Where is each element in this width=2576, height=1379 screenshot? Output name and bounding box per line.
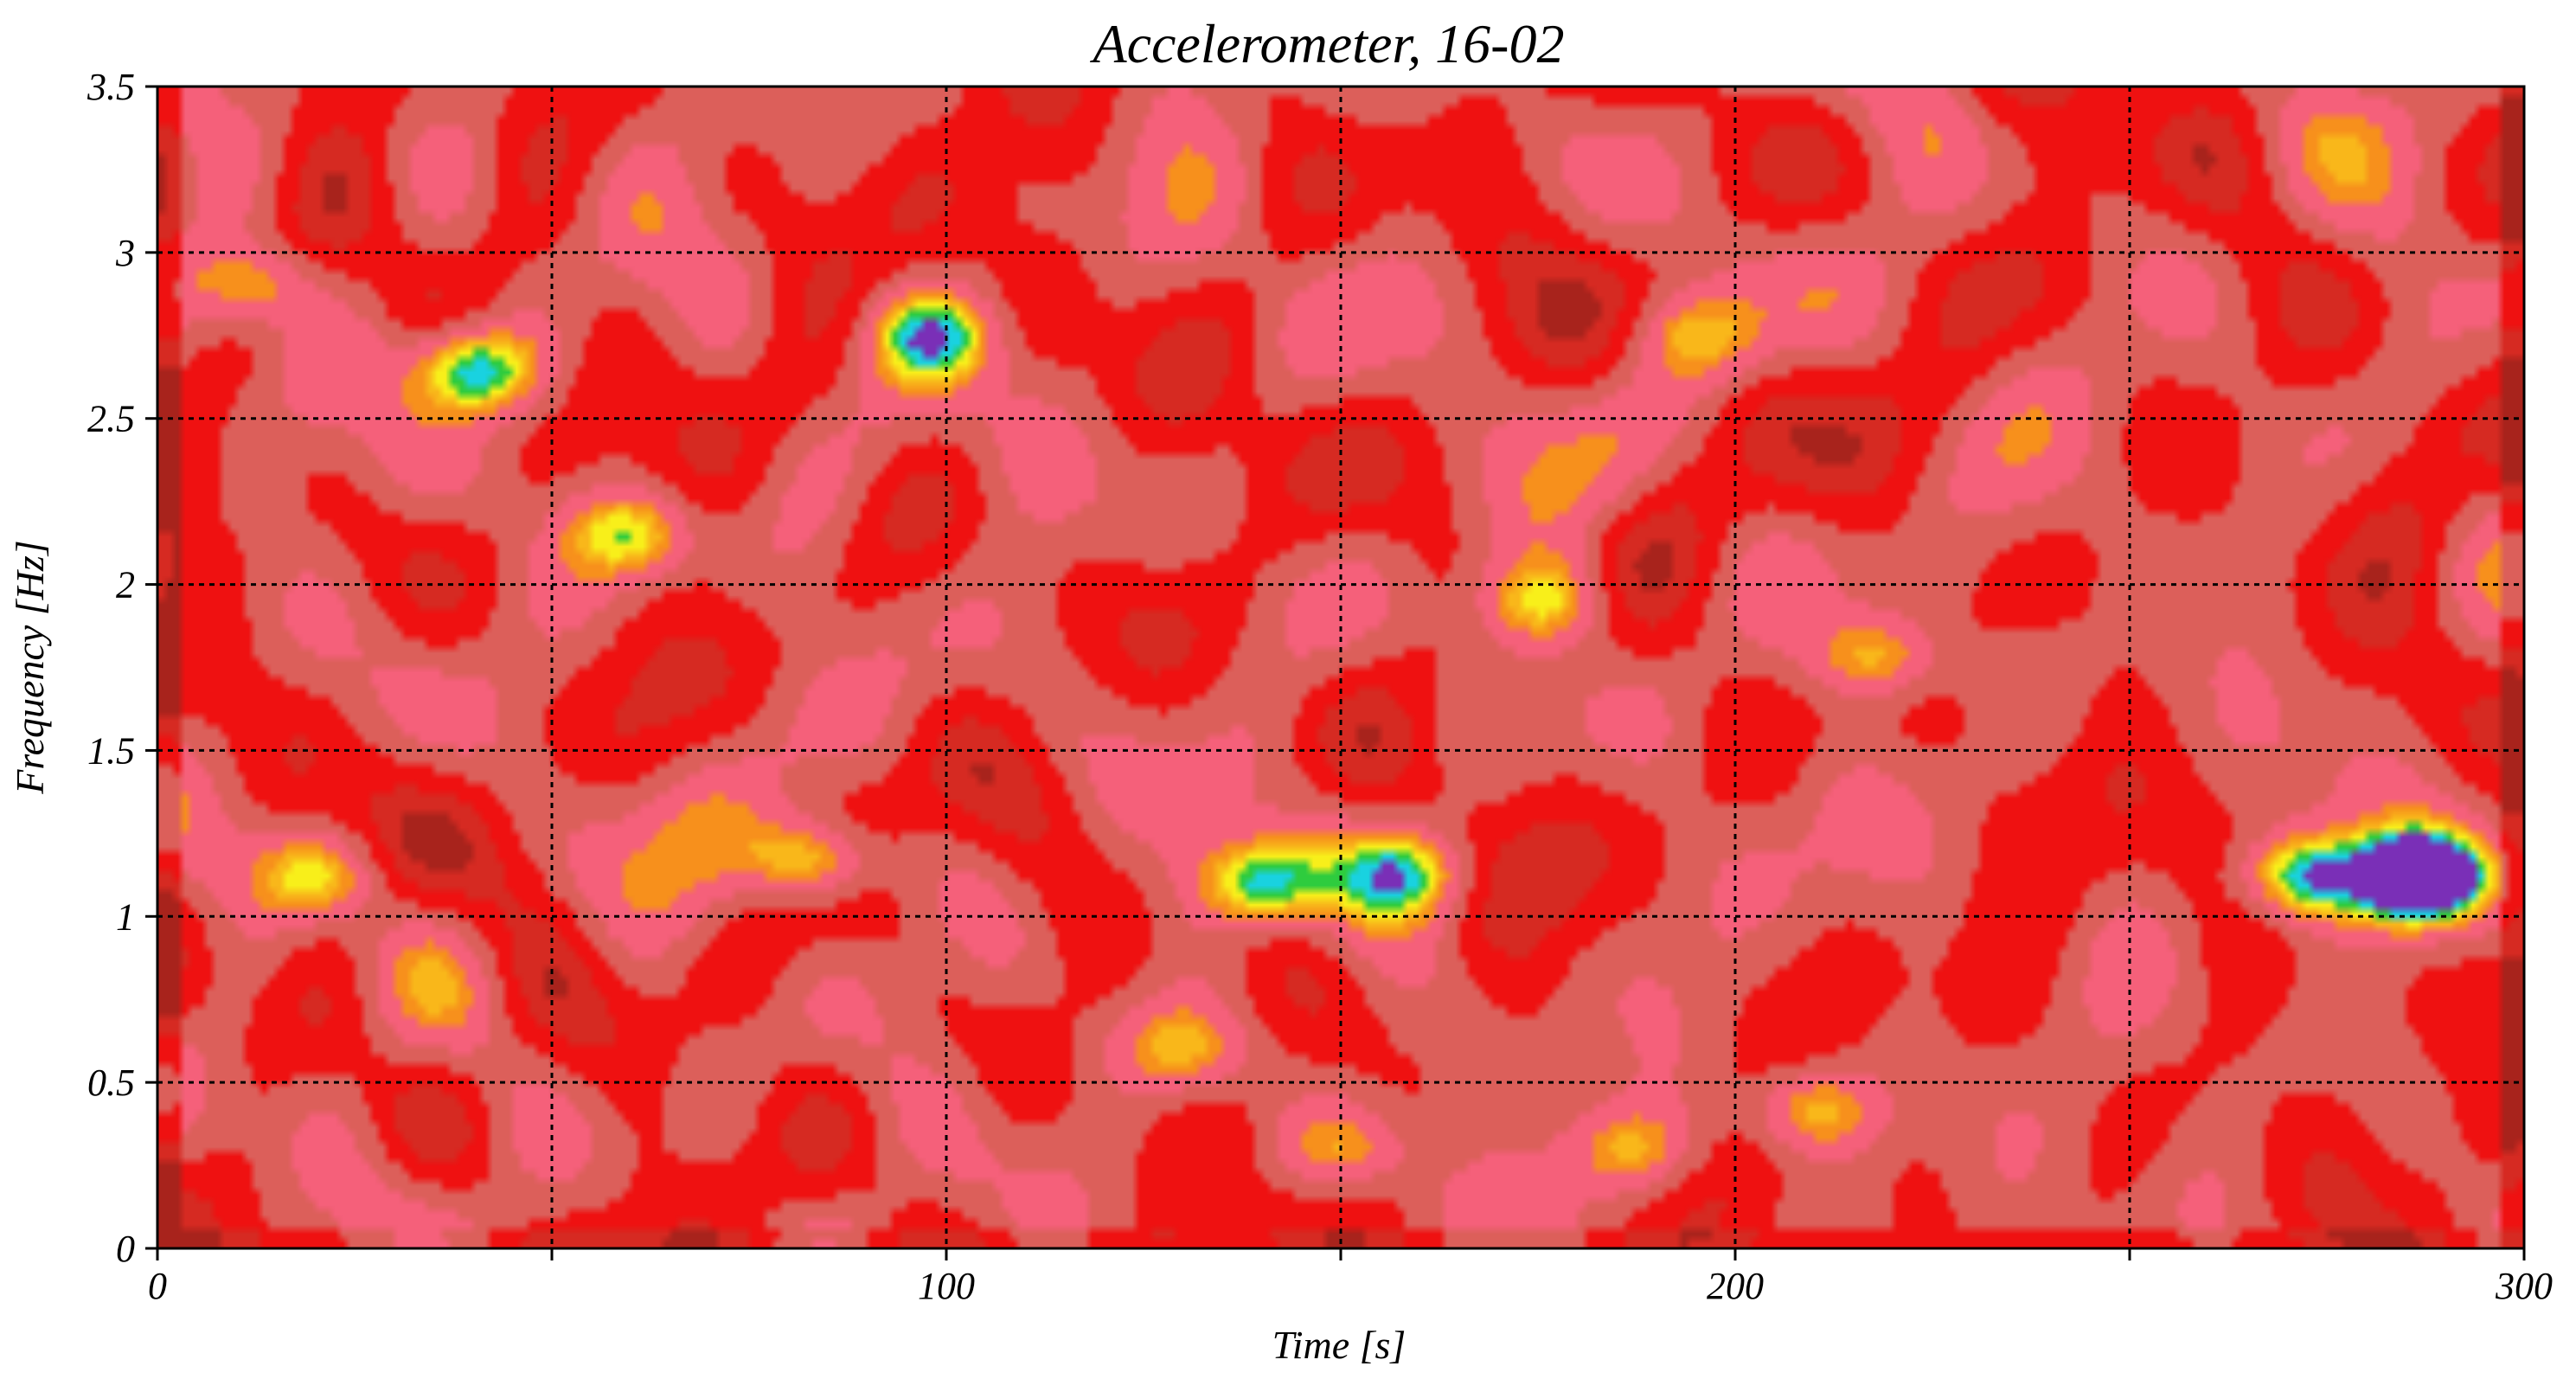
- y-axis: 0 0.5 1 1.5 2 2.5 3 3.5: [87, 66, 157, 1270]
- x-axis: 0 100 200 300: [148, 1248, 2553, 1307]
- x-tick-label: 100: [918, 1265, 975, 1307]
- y-axis-label: Frequency [Hz]: [8, 540, 52, 794]
- x-tick-label: 200: [1707, 1265, 1764, 1307]
- y-tick-label: 1.5: [87, 729, 135, 772]
- y-tick-label: 0: [116, 1228, 135, 1270]
- y-tick-label: 2: [116, 564, 135, 606]
- y-tick-label: 0.5: [87, 1062, 135, 1104]
- plot-area: [156, 85, 2526, 1250]
- y-tick-label: 3: [115, 232, 135, 274]
- x-tick-label: 0: [148, 1265, 167, 1307]
- y-tick-label: 3.5: [87, 66, 135, 108]
- x-tick-label: 300: [2495, 1265, 2553, 1307]
- grid-lines: [157, 87, 2524, 1248]
- x-axis-label: Time [s]: [1272, 1323, 1407, 1367]
- chart-title: Accelerometer, 16-02: [1090, 13, 1565, 74]
- y-tick-label: 1: [116, 895, 135, 938]
- y-tick-label: 2.5: [87, 398, 135, 440]
